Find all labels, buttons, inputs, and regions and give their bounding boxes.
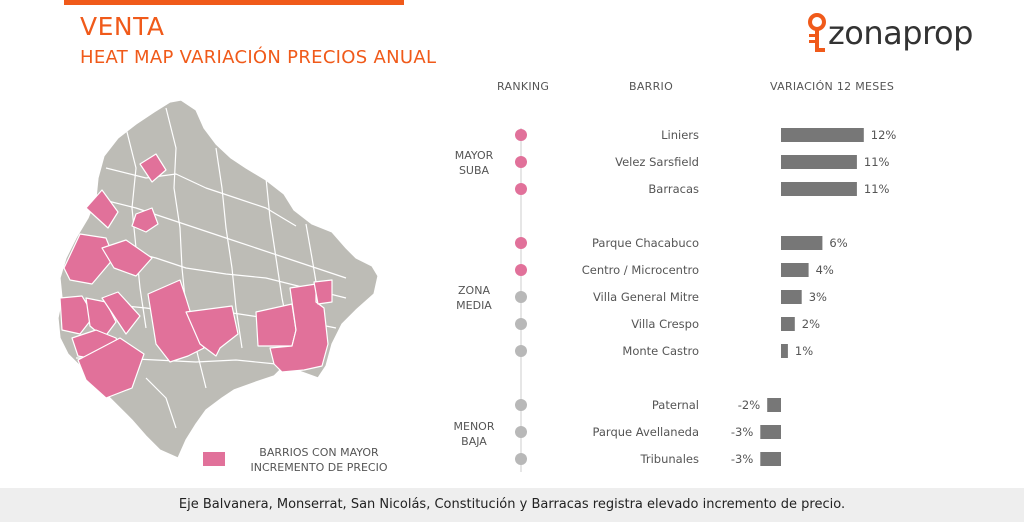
barrio-label: Parque Avellaneda [592,425,699,439]
ranking-dot [515,264,527,276]
barrio-label: Centro / Microcentro [582,263,699,277]
barrio-label: Villa General Mitre [593,290,699,304]
barrio-label: Villa Crespo [631,317,699,331]
variation-bar [781,290,802,304]
ranking-dot [515,129,527,141]
logo-wordmark: zonaprop [828,14,973,52]
map-highlighted-area [147,279,205,363]
variation-value-label: 3% [809,290,827,304]
variation-bar [781,155,857,169]
group-label-line2: BAJA [461,435,487,448]
legend-label: BARRIOS CON MAYOR INCREMENTO DE PRECIO [244,445,394,475]
ranking-dot [515,426,527,438]
group-label-zona-media: ZONA MEDIA [444,283,504,313]
map-city-outline [57,99,379,459]
variation-value-label: 2% [802,317,820,331]
footer-band: Eje Balvanera, Monserrat, San Nicolás, C… [0,488,1024,522]
variation-value-label: -3% [731,452,753,466]
ranking-dot [515,291,527,303]
page-subtitle: HEAT MAP VARIACIÓN PRECIOS ANUAL [80,47,437,68]
barrio-label: Paternal [652,398,699,412]
map-highlighted-area [85,189,119,229]
variation-value-label: -2% [738,398,760,412]
variation-value-label: 12% [871,128,897,142]
map-highlighted-area [101,239,153,277]
variation-bar [781,344,788,358]
map-highlighted-area [269,283,329,373]
legend-swatch [203,452,225,466]
barrio-label: Monte Castro [622,344,699,358]
ranking-dot [515,345,527,357]
zonaprop-logo: zonaprop [806,12,1006,62]
neighbourhood-heat-map [57,99,379,459]
group-label-line2: MEDIA [456,299,492,312]
ranking-dot [515,318,527,330]
variation-bar [781,317,795,331]
variation-bar [760,452,781,466]
group-label-mayor-suba: MAYOR SUBA [444,148,504,178]
ranking-dot [515,399,527,411]
variation-bar [781,182,857,196]
column-header-ranking: RANKING [497,80,550,93]
variation-bar [781,128,864,142]
group-label-line1: MAYOR [454,149,494,162]
variation-bar [781,236,823,250]
map-boundary [125,127,147,329]
map-boundary [105,167,297,227]
ranking-dot [515,156,527,168]
barrio-label: Liniers [661,128,699,142]
variation-value-label: -3% [731,425,753,439]
variation-bar [781,263,809,277]
column-header-variacion: VARIACIÓN 12 MESES [770,80,895,93]
legend-label-line1: BARRIOS CON MAYOR [259,446,379,459]
key-icon [808,13,826,52]
map-boundary [215,147,243,349]
top-accent-bar [64,0,404,5]
variation-value-label: 1% [795,344,813,358]
map-highlighted-area [255,303,297,347]
variation-value-label: 4% [816,263,834,277]
map-highlighted-area [59,295,95,335]
page-title: VENTA [80,12,165,41]
variation-value-label: 11% [864,155,890,169]
map-highlighted-area [101,291,141,335]
ranking-dot [515,453,527,465]
ranking-dot [515,183,527,195]
map-highlighted-area [131,207,159,233]
barrio-label: Tribunales [640,452,699,466]
legend-label-line2: INCREMENTO DE PRECIO [250,461,388,474]
variation-value-label: 11% [864,182,890,196]
group-label-line1: ZONA [458,284,490,297]
map-highlighted-area [313,279,333,305]
variation-bar-chart: Liniers 12% Velez Sarsfield 11% Barracas 11% P… [515,128,897,472]
map-highlighted-area [185,305,239,357]
barrio-label: Barracas [648,182,699,196]
map-highlighted-area [77,337,145,399]
footer-text: Eje Balvanera, Monserrat, San Nicolás, C… [178,497,846,512]
variation-bar [760,425,781,439]
column-header-barrio: BARRIO [629,80,674,93]
group-label-line1: MENOR [453,420,495,433]
ranking-dot [515,237,527,249]
variation-value-label: 6% [829,236,847,250]
barrio-label: Parque Chacabuco [592,236,699,250]
map-highlighted-area [139,153,167,183]
map-boundary [145,377,177,429]
group-label-line2: SUBA [458,164,490,177]
group-label-menor-baja: MENOR BAJA [444,419,504,449]
barrio-label: Velez Sarsfield [615,155,699,169]
variation-bar [767,398,781,412]
